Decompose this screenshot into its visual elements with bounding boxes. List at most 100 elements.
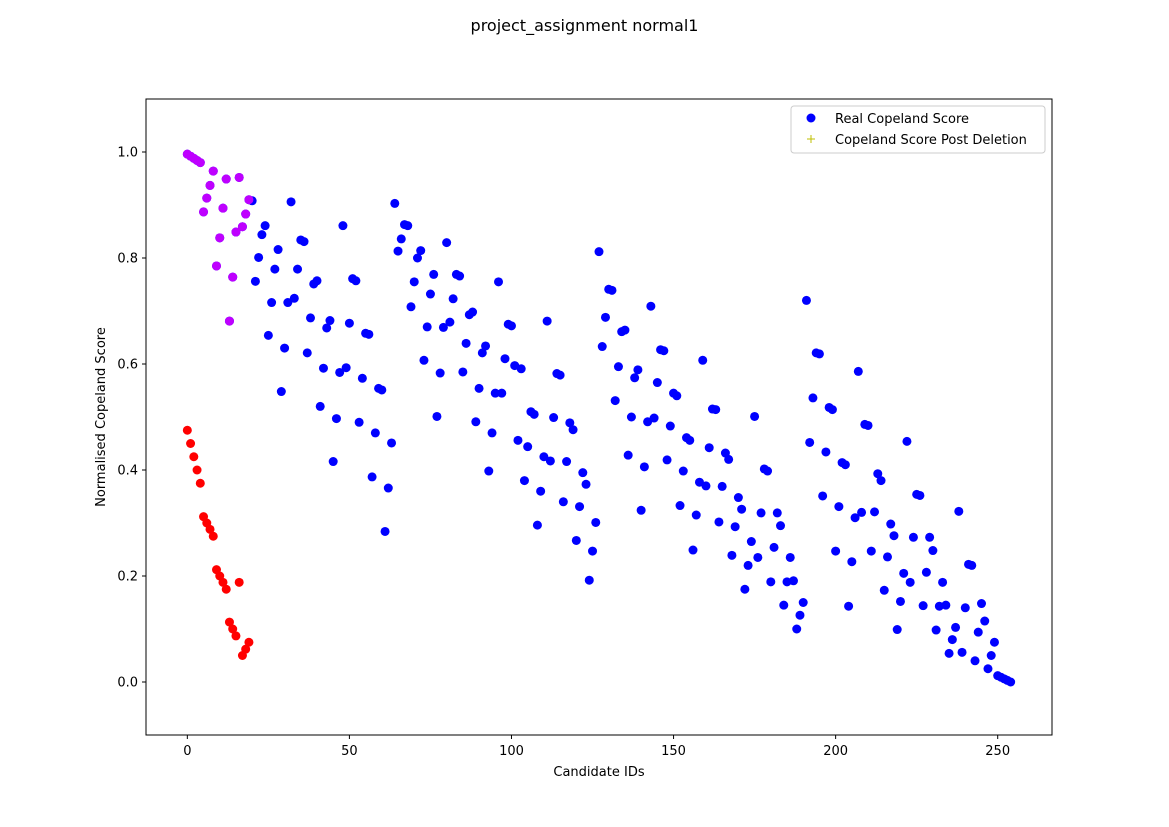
scatter-point	[753, 552, 763, 562]
scatter-point	[218, 577, 228, 587]
scatter-point	[205, 180, 215, 190]
scatter-point	[228, 624, 238, 634]
plot-area	[146, 99, 1052, 735]
scatter-point	[192, 465, 202, 475]
scatter-point	[886, 519, 896, 529]
scatter-point	[889, 531, 899, 541]
scatter-point	[519, 476, 529, 486]
scatter-point	[276, 387, 286, 397]
x-tick-label: 200	[823, 744, 848, 759]
scatter-point	[733, 493, 743, 503]
y-tick-label: 0.6	[117, 358, 138, 373]
scatter-point	[393, 246, 403, 256]
scatter-point	[578, 468, 588, 478]
scatter-point	[970, 656, 980, 666]
scatter-point	[542, 316, 552, 326]
scatter-point	[847, 557, 857, 567]
scatter-point	[484, 466, 494, 476]
series-2	[182, 425, 254, 660]
x-axis-label: Candidate IDs	[553, 765, 644, 780]
scatter-point	[905, 577, 915, 587]
scatter-point	[678, 466, 688, 476]
legend-marker-real	[806, 113, 816, 123]
scatter-point	[785, 552, 795, 562]
scatter-point	[737, 504, 747, 514]
scatter-point	[448, 294, 458, 304]
scatter-point	[918, 601, 928, 611]
scatter-point	[231, 227, 241, 237]
scatter-point	[367, 472, 377, 482]
scatter-point	[328, 457, 338, 467]
y-axis-ticks: 0.0 0.2 0.4 0.6 0.8 1.0	[117, 146, 146, 691]
scatter-point	[899, 568, 909, 578]
scatter-point	[445, 317, 455, 327]
scatter-point	[814, 349, 824, 359]
scatter-point	[951, 622, 961, 632]
scatter-point	[286, 197, 296, 207]
scatter-point	[468, 307, 478, 317]
scatter-point	[403, 221, 413, 231]
scatter-point	[698, 355, 708, 365]
scatter-point	[565, 418, 575, 428]
scatter-point	[396, 234, 406, 244]
scatter-point	[646, 301, 656, 311]
scatter-point	[234, 577, 244, 587]
scatter-point	[354, 417, 364, 427]
scatter-point	[944, 648, 954, 658]
scatter-point	[234, 172, 244, 182]
scatter-point	[610, 396, 620, 406]
scatter-point	[202, 193, 212, 203]
scatter-point	[827, 405, 837, 415]
x-tick-label: 50	[341, 744, 358, 759]
y-tick-label: 0.0	[117, 676, 138, 691]
scatter-point	[481, 341, 491, 351]
scatter-point	[844, 601, 854, 611]
scatter-point	[967, 560, 977, 570]
scatter-point	[701, 481, 711, 491]
scatter-point	[876, 476, 886, 486]
scatter-point	[620, 325, 630, 335]
scatter-point	[973, 627, 983, 637]
scatter-point	[419, 355, 429, 365]
scatter-point	[224, 316, 234, 326]
scatter-point	[532, 520, 542, 530]
scatter-point	[588, 546, 598, 556]
scatter-point	[636, 505, 646, 515]
scatter-point	[960, 603, 970, 613]
legend-box	[790, 105, 1046, 154]
scatter-point	[409, 277, 419, 287]
scatter-point	[218, 203, 228, 213]
scatter-point	[808, 393, 818, 403]
scatter-point	[377, 385, 387, 395]
scatter-point	[633, 365, 643, 375]
scatter-point	[529, 409, 539, 419]
scatter-point	[224, 617, 234, 627]
scatter-point	[289, 293, 299, 303]
scatter-point	[199, 207, 209, 217]
scatter-point	[840, 460, 850, 470]
scatter-point	[215, 233, 225, 243]
scatter-point	[863, 420, 873, 430]
scatter-point	[335, 367, 345, 377]
x-tick-label: 150	[661, 744, 686, 759]
scatter-point	[241, 209, 251, 219]
scatter-point	[487, 428, 497, 438]
scatter-point	[299, 237, 309, 247]
scatter-point	[280, 343, 290, 353]
scatter-point	[853, 366, 863, 376]
y-tick-label: 0.4	[117, 464, 138, 479]
scatter-point	[750, 411, 760, 421]
scatter-point	[954, 506, 964, 516]
legend-label-post-deletion: Copeland Score Post Deletion	[835, 133, 1027, 148]
scatter-point	[195, 158, 205, 168]
scatter-point	[1006, 677, 1016, 687]
scatter-point	[406, 302, 416, 312]
scatter-point	[318, 363, 328, 373]
scatter-point	[458, 367, 468, 377]
y-tick-label: 1.0	[117, 146, 138, 161]
scatter-point	[208, 531, 218, 541]
x-tick-label: 0	[183, 744, 191, 759]
scatter-point	[513, 435, 523, 445]
scatter-point	[244, 195, 254, 205]
